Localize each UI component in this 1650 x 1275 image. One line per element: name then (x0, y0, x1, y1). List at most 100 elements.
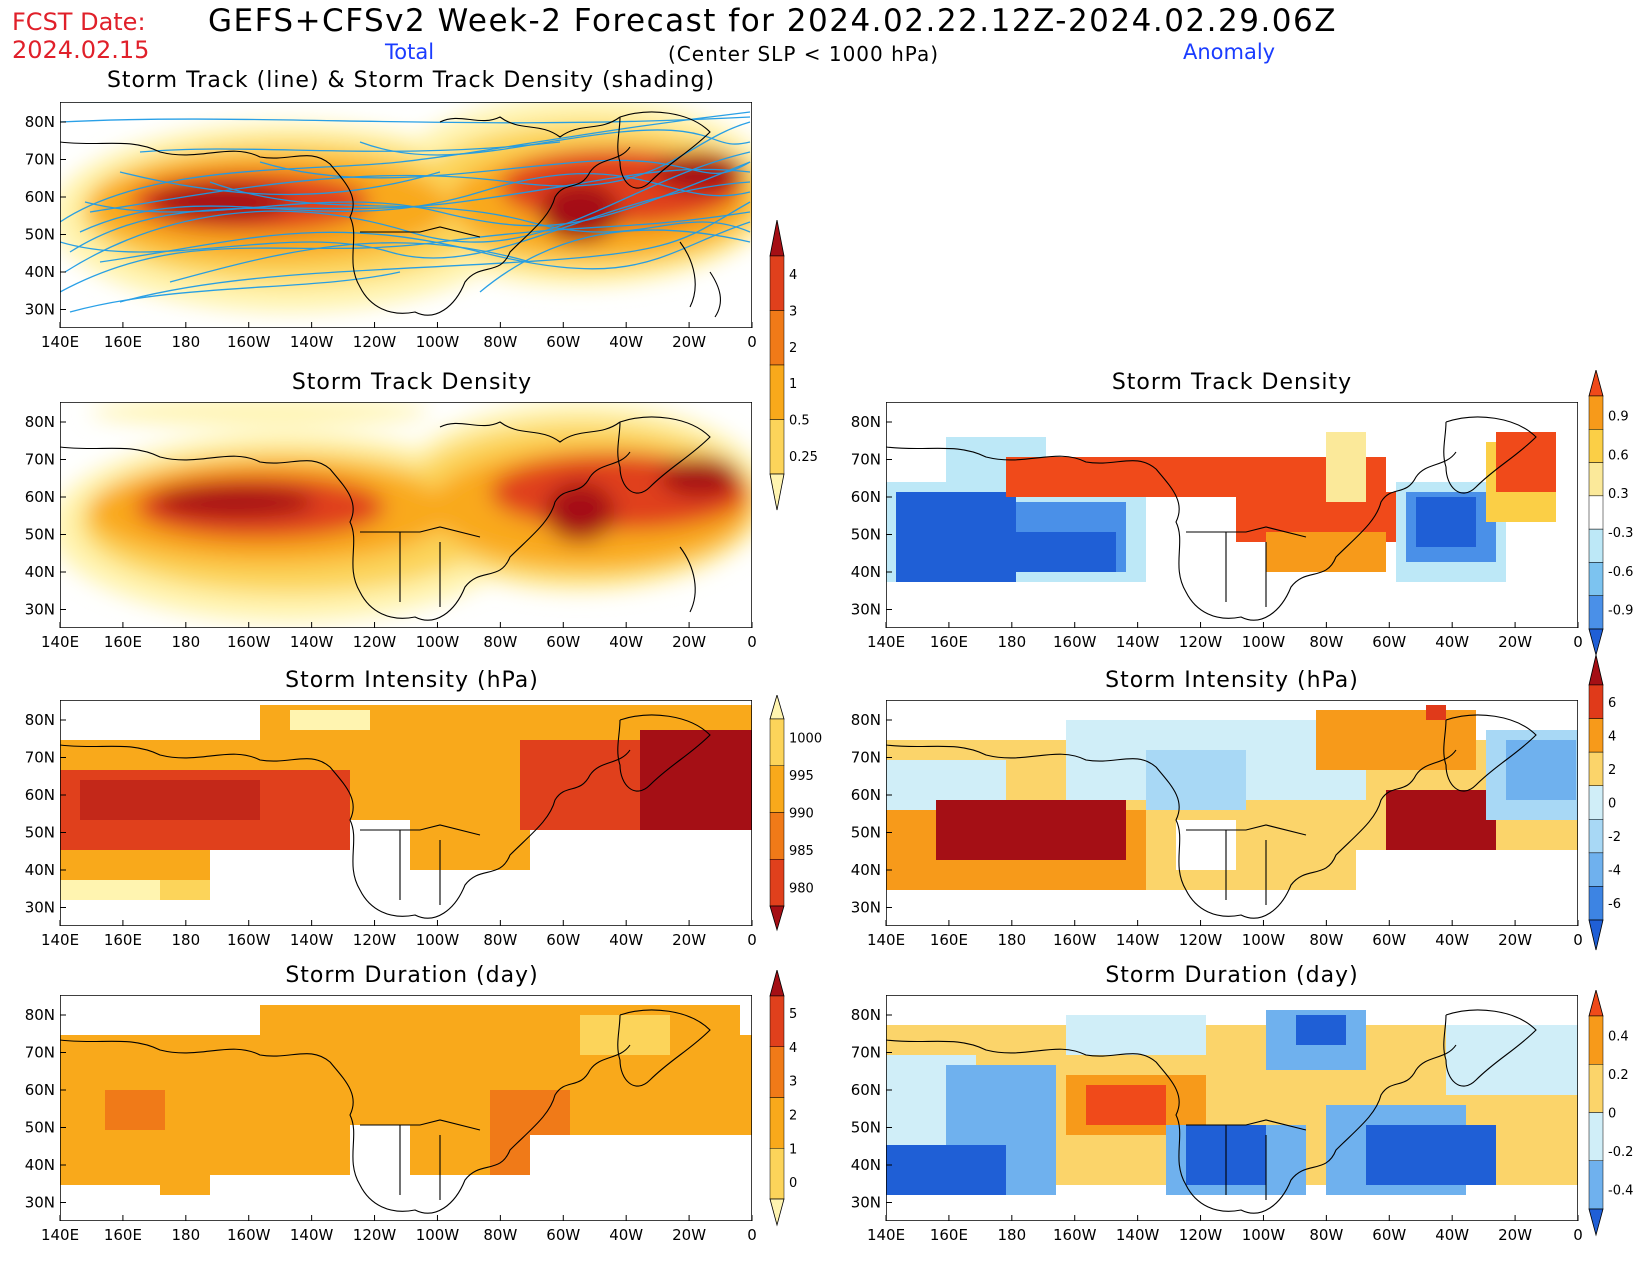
lat-tick-label: 60N (25, 488, 55, 506)
colorbar-label: -0.2 (1608, 1145, 1633, 1160)
colorbar-segment (769, 812, 785, 860)
lon-tick-label: 20W (1498, 1226, 1532, 1244)
colorbar-segment (1588, 429, 1604, 463)
lat-tick-label: 40N (25, 563, 55, 581)
colorbar-segment (1588, 1112, 1604, 1161)
lon-tick-label: 0 (1573, 931, 1583, 949)
lat-tick-label: 80N (25, 413, 55, 431)
lon-tick-label: 60W (546, 1226, 580, 1244)
lon-tick-label: 120W (353, 1226, 397, 1244)
fcst-date-value: 2024.02.15 (12, 36, 150, 64)
lon-tick-label: 140E (867, 633, 905, 651)
colorbar-label: 985 (789, 844, 814, 859)
duration-anomaly-map (886, 995, 1578, 1221)
colorbar-segment (1588, 684, 1604, 719)
lat-tick-label: 70N (25, 451, 55, 469)
colorbar-segment (1588, 852, 1604, 887)
colorbar-label: 6 (1608, 696, 1616, 711)
colorbar-label: 0 (1608, 1107, 1616, 1122)
colorbar-label: 995 (789, 769, 814, 784)
lon-tick-label: 160W (227, 333, 271, 351)
lon-tick-label: 160E (104, 633, 142, 651)
lon-tick-label: 160W (227, 633, 271, 651)
colorbar-segment (1588, 819, 1604, 854)
colorbar-segment (1588, 395, 1604, 430)
duration-total-map (60, 995, 752, 1221)
colorbar-label: 0.9 (1608, 409, 1629, 424)
colorbar-segment (1588, 1015, 1604, 1065)
colorbar-top-cap (1588, 655, 1604, 686)
colorbar-label: -4 (1608, 864, 1621, 879)
lat-tick-label: 60N (25, 1081, 55, 1099)
lon-tick-label: 100W (416, 633, 460, 651)
lon-tick-label: 160E (930, 1226, 968, 1244)
colorbar-duration-anomaly: 0.4 0.2 0 -0.2 -0.4 (1588, 990, 1633, 1237)
colorbar-label: -0.3 (1608, 526, 1633, 541)
panel-title-track: Storm Track (line) & Storm Track Density… (106, 68, 716, 93)
lon-tick-label: 120W (353, 333, 397, 351)
colorbar-intensity: 1000 995 990 985 980 (769, 695, 822, 932)
density-anomaly-map (886, 402, 1578, 628)
lon-tick-label: 0 (747, 333, 757, 351)
lon-tick-label: 140E (867, 931, 905, 949)
lon-tick-label: 40W (609, 333, 643, 351)
lat-tick-label: 70N (25, 749, 55, 767)
colorbar-segment (769, 995, 785, 1047)
coastlines (60, 714, 711, 919)
lat-tick-label: 60N (25, 188, 55, 206)
lon-tick-label: 100W (1242, 633, 1286, 651)
colorbar-label: 0.25 (789, 450, 818, 465)
lon-tick-label: 40W (609, 633, 643, 651)
panel-title-intensity-anom: Storm Intensity (hPa) (1105, 668, 1359, 693)
colorbar-label: 990 (789, 807, 814, 822)
lon-tick-label: 80W (1309, 633, 1343, 651)
panel-title-duration: Storm Duration (day) (285, 963, 539, 988)
colorbar-density: 4 3 2 1 0.5 0.25 (769, 220, 818, 511)
colorbar-label: 1000 (789, 732, 822, 747)
coastlines (60, 416, 711, 621)
colorbar-label: 2 (1608, 763, 1616, 778)
colorbar-top-cap (1588, 990, 1604, 1017)
lon-tick-label: 140W (290, 633, 334, 651)
lon-tick-label: 20W (672, 633, 706, 651)
lon-tick-label: 120W (1179, 931, 1223, 949)
panel-title-intensity: Storm Intensity (hPa) (285, 668, 539, 693)
colorbar-label: 0.2 (1608, 1068, 1629, 1083)
colorbar-label: 0.5 (789, 414, 810, 429)
colorbar-label: 2 (789, 1108, 797, 1123)
colorbar-bottom-cap (769, 473, 785, 511)
colorbar-segment (769, 1046, 785, 1098)
colorbar-segment (1588, 1160, 1604, 1210)
lon-tick-label: 120W (1179, 633, 1223, 651)
lat-tick-label: 50N (25, 526, 55, 544)
lon-tick-label: 180 (997, 931, 1026, 949)
colorbar-density-anomaly: 0.9 0.6 0.3 -0.3 -0.6 -0.9 (1588, 370, 1633, 657)
lon-tick-label: 40W (1435, 633, 1469, 651)
lat-tick-label: 80N (851, 711, 881, 729)
lon-tick-label: 0 (747, 931, 757, 949)
colorbar-label: 2 (789, 341, 797, 356)
lat-tick-label: 30N (25, 899, 55, 917)
lon-tick-label: 100W (416, 333, 460, 351)
lon-tick-label: 140E (41, 333, 79, 351)
duration-anomaly-shading (886, 1010, 1578, 1221)
colorbar-duration: 5 4 3 2 1 0 (769, 970, 797, 1227)
lon-tick-label: 180 (171, 633, 200, 651)
lat-tick-label: 80N (25, 711, 55, 729)
lat-tick-label: 30N (25, 601, 55, 619)
lon-tick-label: 60W (546, 333, 580, 351)
lon-tick-label: 20W (672, 931, 706, 949)
colorbar-label: 1 (789, 1142, 797, 1157)
lon-tick-label: 160E (104, 1226, 142, 1244)
lat-tick-label: 60N (25, 786, 55, 804)
colorbar-label: 0.4 (1608, 1029, 1629, 1044)
coastlines (886, 416, 1537, 621)
lon-tick-label: 140W (1116, 931, 1160, 949)
colorbar-intensity-anomaly: 6 4 2 0 -2 -4 -6 (1588, 655, 1621, 951)
panel-title-duration-anom: Storm Duration (day) (1105, 963, 1359, 988)
lon-tick-label: 80W (483, 333, 517, 351)
lat-tick-label: 80N (25, 1006, 55, 1024)
coastlines (886, 1009, 1537, 1214)
lon-tick-label: 140E (867, 1226, 905, 1244)
lon-tick-label: 120W (1179, 1226, 1223, 1244)
